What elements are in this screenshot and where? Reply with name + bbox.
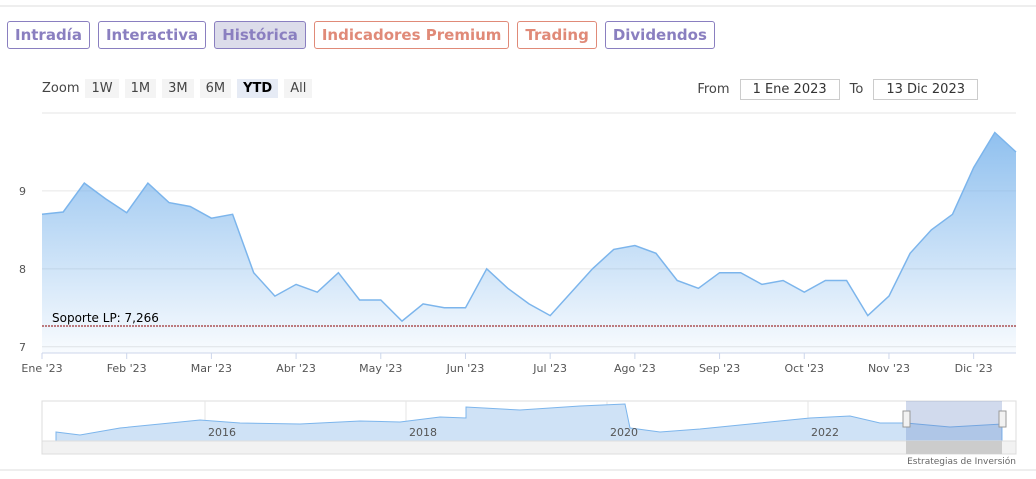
y-tick-label: 8 xyxy=(19,263,26,276)
navigator: 2016 2018 2020 2022 xyxy=(41,400,1017,455)
range-selector: Zoom 1W 1M 3M 6M YTD All xyxy=(42,79,313,98)
zoom-button[interactable]: YTD xyxy=(237,79,279,98)
to-input[interactable]: 13 Dic 2023 xyxy=(873,79,978,100)
y-tick-label: 9 xyxy=(19,185,26,198)
zoom-button[interactable]: 6M xyxy=(199,79,232,98)
navigator-series xyxy=(55,403,1003,442)
credits: Estrategias de Inversión xyxy=(907,456,1016,467)
zoom-button[interactable]: 1M xyxy=(124,79,157,98)
x-tick-label: Mar '23 xyxy=(191,362,232,375)
x-tick-label: Jun '23 xyxy=(446,362,485,375)
x-tick-label: Dic '23 xyxy=(955,362,993,375)
zoom-button[interactable]: 1W xyxy=(85,79,119,98)
x-tick-label: May '23 xyxy=(359,362,402,375)
zoom-button[interactable]: 3M xyxy=(162,79,194,98)
zoom-label: Zoom xyxy=(42,81,80,96)
navigator-label: 2020 xyxy=(610,426,638,439)
date-range: From 1 Ene 2023 To 13 Dic 2023 xyxy=(697,79,978,100)
tab[interactable]: Intradía xyxy=(7,21,90,49)
x-tick-label: Oct '23 xyxy=(784,362,824,375)
y-tick-label: 7 xyxy=(19,341,26,354)
navigator-handle[interactable] xyxy=(998,410,1007,428)
x-tick-label: Ene '23 xyxy=(21,362,62,375)
x-tick-label: Ago '23 xyxy=(614,362,656,375)
x-tick-label: Sep '23 xyxy=(699,362,740,375)
from-input[interactable]: 1 Ene 2023 xyxy=(739,79,840,100)
to-label: To xyxy=(849,82,864,97)
navigator-label: 2018 xyxy=(409,426,437,439)
x-tick-label: Jul '23 xyxy=(532,362,567,375)
tab[interactable]: Indicadores Premium xyxy=(313,21,510,49)
scrollbar-thumb[interactable] xyxy=(906,441,1002,454)
navigator-handle[interactable] xyxy=(902,410,911,428)
scrollbar[interactable] xyxy=(41,440,1017,455)
tab[interactable]: Histórica xyxy=(214,21,306,49)
navigator-label: 2022 xyxy=(811,426,839,439)
navigator-mask[interactable] xyxy=(906,401,1002,441)
tab-bar: Intradía Interactiva Histórica Indicadores … xyxy=(7,21,715,49)
tab[interactable]: Dividendos xyxy=(604,21,715,49)
zoom-button[interactable]: All xyxy=(284,79,313,98)
from-label: From xyxy=(697,82,730,97)
area xyxy=(42,132,1016,353)
support-label: Soporte LP: 7,266 xyxy=(52,311,159,325)
tab[interactable]: Interactiva xyxy=(97,21,207,49)
navigator-label: 2016 xyxy=(208,426,236,439)
x-tick-label: Feb '23 xyxy=(107,362,147,375)
line xyxy=(41,131,1017,323)
x-tick-label: Abr '23 xyxy=(276,362,316,375)
x-tick-label: Nov '23 xyxy=(868,362,910,375)
tab[interactable]: Trading xyxy=(517,21,597,49)
